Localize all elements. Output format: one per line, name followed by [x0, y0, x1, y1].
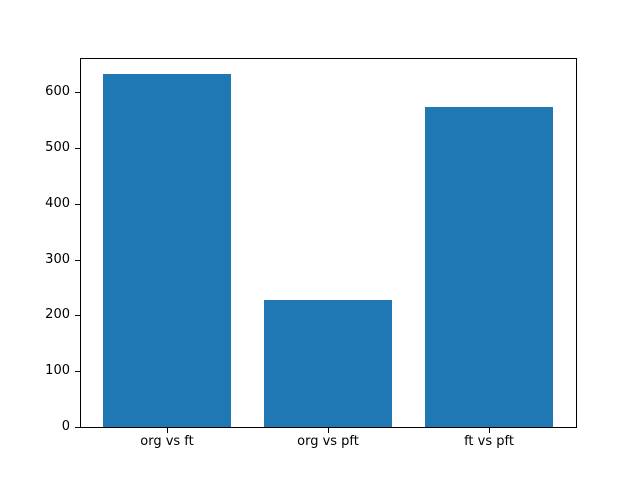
bar-org-vs-pft	[263, 299, 393, 427]
x-tick-mark	[328, 428, 329, 433]
x-tick-label: org vs ft	[140, 434, 194, 449]
y-tick-mark	[75, 259, 80, 261]
y-tick-mark	[75, 427, 80, 428]
x-tick-mark	[489, 428, 490, 433]
y-tick-label: 0	[61, 419, 70, 434]
y-tick-mark	[75, 371, 80, 373]
y-tick-mark	[75, 92, 80, 94]
y-tick-label: 300	[45, 251, 70, 267]
y-tick-label: 600	[45, 84, 70, 100]
y-tick-mark	[75, 315, 80, 317]
y-tick-mark	[75, 147, 80, 149]
bar-ft-vs-pft	[424, 107, 554, 427]
y-tick-label: 500	[45, 139, 70, 155]
bar-org-vs-ft	[102, 74, 232, 427]
y-tick-label: 100	[45, 363, 70, 379]
x-tick-mark	[167, 428, 168, 433]
y-tick-label: 400	[45, 195, 70, 211]
y-tick-mark	[75, 203, 80, 205]
x-tick-label: org vs pft	[297, 434, 359, 449]
x-tick-label: ft vs pft	[464, 434, 514, 449]
y-tick-label: 200	[45, 307, 70, 323]
axes-frame	[80, 58, 577, 428]
